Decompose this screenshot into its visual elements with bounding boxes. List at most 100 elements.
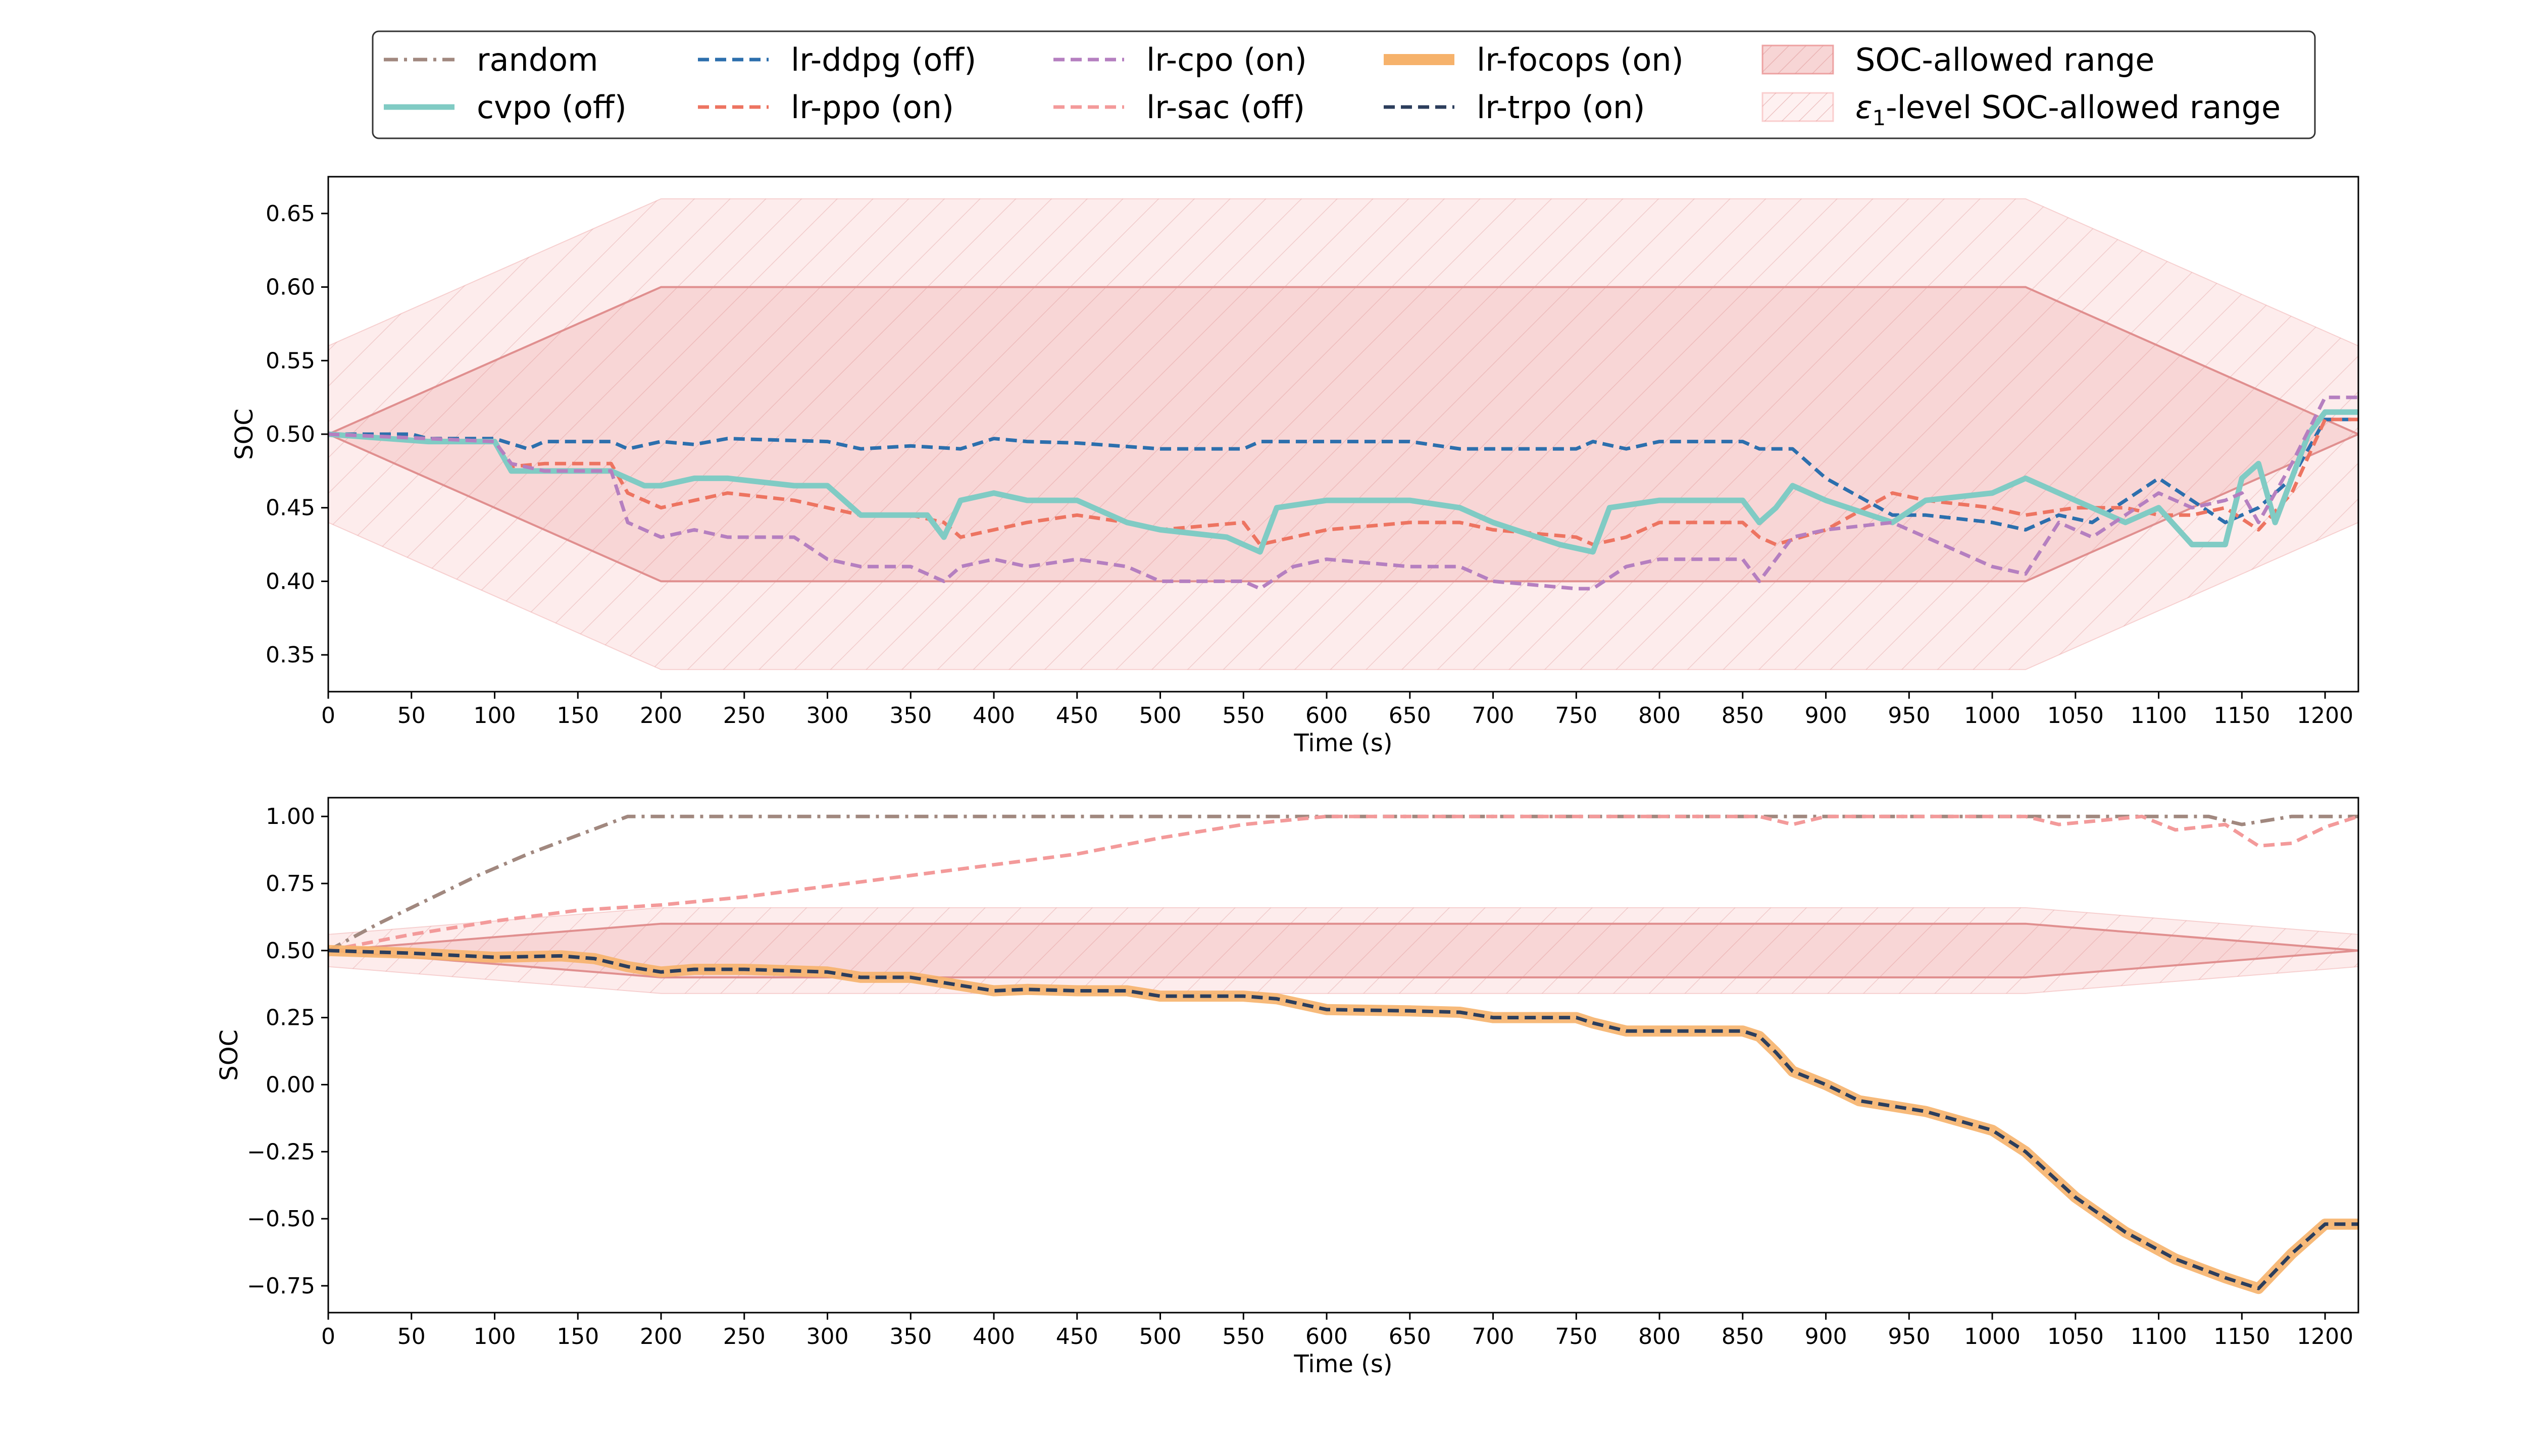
series-line-lr-ddpg-off [328,418,2358,532]
legend-label-text: ε [1855,89,1873,126]
x-tick-label: 900 [1805,1324,1847,1349]
legend: random cvpo (off) lr-ddpg (off) lr-ppo (on)… [372,30,2316,139]
y-tick-label: 0.50 [266,938,315,964]
series-line-lr-trpo-on [328,949,2358,1290]
x-tick-label: 750 [1555,703,1597,729]
eps-level-band-hatch [328,198,2358,670]
y-tick-label: 0.55 [266,348,315,374]
x-tick-label: 800 [1638,1324,1681,1349]
legend-label: lr-cpo (on) [1146,41,1307,78]
y-tick-label: 0.00 [266,1072,315,1098]
legend-label-text: SOC-allowed range [1855,41,2154,78]
y-tick-label: 0.40 [266,568,315,594]
y-tick-label: 0.45 [266,495,315,521]
x-tick-label: 0 [321,1324,335,1349]
bottom-panel: 0 50 100 150 200 250 300 350 400 450 500 550 600 650 7… [215,797,2359,1378]
legend-label-text: lr-ppo (on) [791,89,954,126]
legend-label-text: lr-cpo (on) [1146,41,1307,78]
x-tick-label: 1150 [2213,1324,2270,1349]
x-tick-label: 100 [474,1324,516,1349]
x-tick-label: 250 [723,703,766,729]
legend-label-text: lr-sac (off) [1146,89,1305,126]
x-tick-label: 700 [1472,1324,1514,1349]
x-tick-label: 250 [723,1324,766,1349]
x-tick-label: 700 [1472,703,1514,729]
top-panel: 0 50 100 150 200 250 300 350 400 450 500 550 600 650 7… [230,176,2359,757]
y-tick-label: 0.25 [266,1005,315,1031]
x-tick-label: 50 [397,703,426,729]
legend-label: ε1-level SOC-allowed range [1855,89,2281,130]
y-tick-label: −0.50 [247,1206,315,1232]
x-tick-label: 450 [1056,1324,1098,1349]
legend-item-lr-sac-off: lr-sac (off) [1053,89,1305,126]
y-tick-label: −0.75 [247,1273,315,1299]
series-line-lr-cpo-on [328,395,2358,591]
x-tick-label: 850 [1722,1324,1764,1349]
x-tick-label: 200 [640,1324,682,1349]
plot-area [328,814,2358,1294]
x-tick-label: 1050 [2047,703,2104,729]
x-axis-label: Time (s) [1293,1350,1392,1378]
y-axis-label: SOC [215,1029,243,1081]
y-tick-label: 0.75 [266,871,315,897]
legend-item-lr-ddpg-off: lr-ddpg (off) [698,41,976,78]
series-line-lr-ppo-on [328,418,2358,547]
x-tick-label: 0 [321,703,335,729]
legend-item-lr-focops-on: lr-focops (on) [1384,41,1684,78]
x-tick-label: 100 [474,703,516,729]
legend-label-subscript: 1 [1873,106,1886,130]
x-tick-label: 950 [1888,1324,1930,1349]
legend-item-cvpo-off: cvpo (off) [384,89,627,126]
legend-label: SOC-allowed range [1855,41,2154,78]
y-tick-label: 0.35 [266,642,315,668]
x-tick-label: 1150 [2213,703,2270,729]
y-tick-label: −0.25 [247,1139,315,1165]
x-tick-label: 1200 [2297,703,2353,729]
legend-item-lr-trpo-on: lr-trpo (on) [1384,89,1645,126]
legend-label: lr-sac (off) [1146,89,1305,126]
x-tick-label: 1050 [2047,1324,2104,1349]
legend-label-text: cvpo (off) [477,89,627,126]
x-tick-label: 750 [1555,1324,1597,1349]
legend-item-random: random [384,41,598,78]
x-tick-label: 350 [889,1324,932,1349]
legend-label-text: lr-trpo (on) [1477,89,1645,126]
soc-allowed-band [328,286,2358,583]
x-tick-label: 850 [1722,703,1764,729]
x-tick-label: 150 [557,703,599,729]
series-line-cvpo-off [328,409,2358,555]
x-tick-label: 400 [973,1324,1015,1349]
x-tick-label: 1000 [1964,1324,2021,1349]
x-tick-label: 950 [1888,703,1930,729]
y-axis-label: SOC [230,408,259,460]
x-axis-label: Time (s) [1293,729,1392,757]
legend-label: random [477,41,598,78]
x-tick-label: 650 [1389,703,1431,729]
x-tick-label: 450 [1056,703,1098,729]
x-tick-label: 900 [1805,703,1847,729]
x-tick-label: 1100 [2131,1324,2187,1349]
legend-label: lr-ppo (on) [791,89,954,126]
legend-label-text: lr-ddpg (off) [791,41,976,78]
legend-label: cvpo (off) [477,89,627,126]
series-line-lr-sac-off [328,814,2358,953]
x-tick-label: 1000 [1964,703,2021,729]
x-tick-label: 600 [1305,1324,1348,1349]
x-tick-label: 650 [1389,1324,1431,1349]
y-tick-label: 0.50 [266,422,315,447]
x-tick-label: 400 [973,703,1015,729]
legend-item-level-soc-allowed-range: ε1-level SOC-allowed range [1761,89,2281,130]
y-tick-label: 0.60 [266,275,315,300]
x-tick-label: 300 [806,703,849,729]
legend-label: lr-trpo (on) [1477,89,1645,126]
x-tick-label: 800 [1638,703,1681,729]
series-line-random [328,814,2358,952]
y-tick-label: 0.65 [266,201,315,227]
legend-item-soc-allowed-range: SOC-allowed range [1761,41,2154,78]
x-tick-label: 150 [557,1324,599,1349]
x-tick-label: 1200 [2297,1324,2353,1349]
legend-label-suffix: -level SOC-allowed range [1886,89,2281,126]
x-tick-label: 300 [806,1324,849,1349]
